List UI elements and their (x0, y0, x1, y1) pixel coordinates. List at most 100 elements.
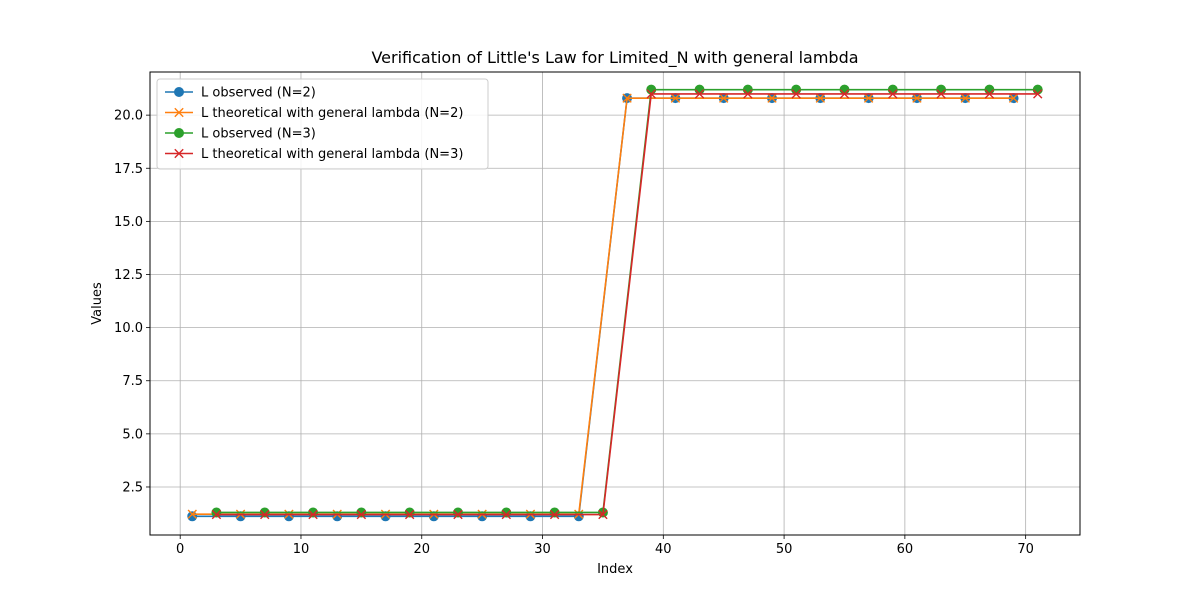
series-4-point-15 (936, 89, 946, 99)
series-3-point-2 (308, 507, 319, 518)
legend-label-4: L theoretical with general lambda (N=3) (201, 147, 463, 162)
series-3-point-13 (839, 84, 850, 95)
series-2-point-14-stroke-b (863, 93, 874, 103)
x-tick-label-2: 20 (413, 542, 430, 557)
series-4-point-1 (260, 509, 270, 520)
series-4-point-8 (598, 509, 608, 520)
x-tick-label-0: 0 (176, 542, 184, 557)
x-tick-label-5: 50 (776, 542, 793, 557)
legend-entry-1: L observed (N=2) (165, 86, 316, 101)
series-2-point-9-stroke-b (622, 93, 632, 103)
series-4-point-6-stroke-b (501, 509, 511, 520)
series-4-point-11-stroke-b (743, 89, 753, 99)
series-4-point-7 (549, 509, 560, 520)
series-2-point-12 (767, 93, 777, 103)
series-4 (211, 89, 1043, 520)
series-3-point-11 (742, 84, 753, 95)
series-3-point-5 (452, 507, 463, 518)
series-layer (187, 84, 1043, 522)
series-4-point-9-stroke-b (646, 89, 656, 99)
legend-entry-3: L observed (N=3) (165, 127, 316, 142)
series-4-point-10 (694, 89, 705, 99)
legend: L observed (N=2) L theoretical with gener… (156, 78, 489, 170)
series-2-point-9 (622, 93, 632, 103)
series-3-point-1 (259, 507, 270, 518)
legend-label-1: L observed (N=2) (201, 86, 316, 101)
series-4-point-12-stroke-b (791, 89, 801, 99)
legend-label-2: L theoretical with general lambda (N=2) (201, 106, 463, 121)
series-4-point-4 (404, 509, 415, 520)
series-4-point-16-stroke-b (984, 89, 995, 99)
x-tick-label-7: 70 (1017, 542, 1034, 557)
series-2-point-10-stroke-b (670, 93, 681, 103)
series-3-point-3 (356, 507, 367, 518)
series-4-point-9 (646, 89, 656, 99)
legend-swatch-marker-1 (174, 87, 184, 97)
series-4-point-3-stroke-b (356, 509, 367, 520)
series-2-point-13-stroke-b (815, 93, 826, 103)
y-tick-label-3: 10.0 (114, 321, 143, 336)
series-2-point-11 (719, 93, 729, 103)
series-3-point-9 (646, 84, 657, 95)
y-tick-label-6: 17.5 (114, 162, 143, 177)
series-4-point-1-stroke-b (260, 509, 270, 520)
y-axis-title: Values (90, 282, 105, 325)
series-3-point-14 (887, 84, 898, 95)
legend-swatch-marker-4 (174, 148, 184, 159)
plot-frame (149, 71, 1081, 536)
series-4-point-3 (356, 509, 367, 520)
series-4-point-0 (211, 509, 222, 520)
series-2-point-11-stroke-b (719, 93, 729, 103)
series-4-point-12 (791, 89, 801, 99)
series-4-point-2-stroke-b (308, 509, 318, 520)
series-2-point-14 (863, 93, 874, 103)
series-2-point-15 (912, 93, 922, 103)
series-3-point-12 (791, 84, 802, 95)
series-4-point-11 (743, 89, 753, 99)
legend-swatch-marker-2-stroke-b (174, 107, 184, 118)
legend-swatch-marker-3 (174, 128, 184, 138)
series-4-point-13-stroke-b (839, 89, 850, 99)
series-4-line (216, 93, 1038, 516)
series-4-point-17 (1033, 89, 1043, 99)
legend-swatch-marker-4-stroke-b (174, 148, 184, 159)
series-2-point-0-stroke-b (187, 509, 197, 519)
legend-entry-4: L theoretical with general lambda (N=3) (165, 147, 463, 162)
series-4-point-8-stroke-b (598, 509, 608, 520)
series-2-point-0 (187, 509, 197, 519)
series-1-point-0 (187, 511, 198, 522)
legend-box (156, 78, 489, 170)
legend-swatch-marker-2 (174, 107, 184, 118)
series-3-point-7 (549, 507, 560, 518)
series-4-point-2 (308, 509, 318, 520)
chart-title: Verification of Little's Law for Limited… (371, 48, 858, 68)
series-4-point-4-stroke-b (404, 509, 415, 520)
series-3-point-17 (1032, 84, 1043, 95)
x-tick-label-3: 30 (534, 542, 551, 557)
series-4-point-5-stroke-b (453, 509, 463, 520)
series-3-point-15 (936, 84, 947, 95)
legend-label-3: L observed (N=3) (201, 127, 316, 142)
y-tick-label-2: 7.5 (122, 374, 143, 389)
series-4-point-10-stroke-b (694, 89, 705, 99)
legend-entry-2: L theoretical with general lambda (N=2) (165, 106, 463, 121)
series-4-point-5 (453, 509, 463, 520)
series-4-point-14-stroke-b (888, 89, 898, 99)
x-axis-title: Index (597, 562, 633, 577)
series-4-point-6 (501, 509, 511, 520)
series-3-point-0 (211, 507, 222, 518)
series-2-point-10 (670, 93, 681, 103)
y-tick-label-0: 2.5 (122, 480, 143, 495)
series-4-point-16 (984, 89, 995, 99)
series-4-point-13 (839, 89, 850, 99)
x-tick-label-1: 10 (293, 542, 310, 557)
series-4-point-7-stroke-b (549, 509, 560, 520)
x-tick-label-4: 40 (655, 542, 672, 557)
series-2-point-16-stroke-b (960, 93, 970, 103)
series-4-point-0-stroke-b (211, 509, 222, 520)
series-4-point-15-stroke-b (936, 89, 946, 99)
series-4-point-14 (888, 89, 898, 99)
y-tick-label-4: 12.5 (114, 268, 143, 283)
series-3-point-6 (501, 507, 512, 518)
